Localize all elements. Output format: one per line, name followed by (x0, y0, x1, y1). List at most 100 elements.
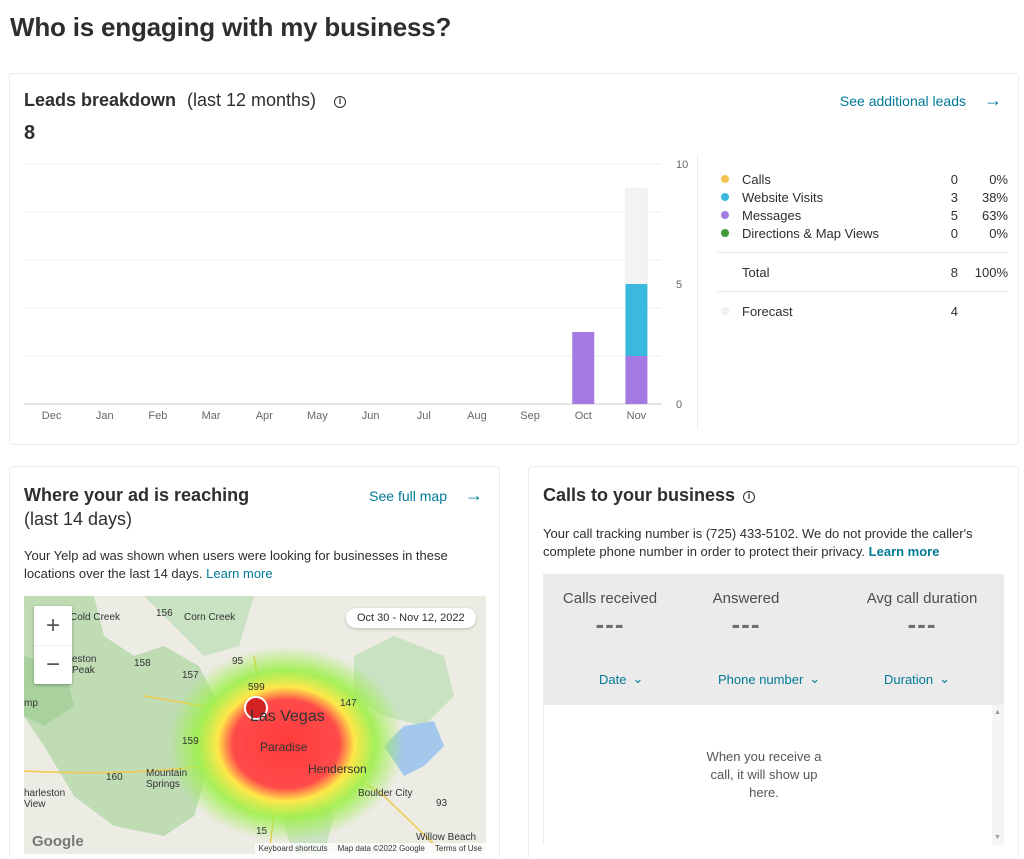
chevron-down-icon: ⌄ (632, 671, 644, 686)
see-additional-leads-link[interactable]: See additional leads → (840, 90, 1002, 111)
legend-count: 0 (950, 225, 958, 241)
map-data-text: Map data ©2022 Google (337, 844, 425, 853)
page-title: Who is engaging with my business? (10, 12, 452, 42)
map-label: 156 (156, 608, 173, 619)
leads-title: Leads breakdown (24, 90, 177, 110)
map-label: 599 (248, 682, 265, 693)
x-tick-label: Sep (520, 410, 540, 422)
map-label: 93 (436, 798, 448, 809)
sort-label: Duration (884, 671, 934, 687)
map-attribution: Keyboard shortcuts Map data ©2022 Google… (254, 843, 486, 854)
zoom-out-button[interactable]: − (34, 645, 72, 684)
y-tick-label: 0 (676, 399, 682, 411)
legend-row-forecast: Forecast 4 (718, 302, 1008, 320)
legend-count: 5 (950, 207, 958, 223)
forecast-bar[interactable] (624, 187, 648, 285)
info-icon[interactable]: i (334, 96, 346, 108)
see-additional-leads-label: See additional leads (839, 92, 966, 109)
calls-stats-panel: Calls received --- Answered --- Avg call… (543, 574, 1004, 705)
legend-row-directions: Directions & Map Views 0 0% (718, 224, 1008, 242)
scrollbar[interactable]: ▲ ▼ (992, 705, 1004, 845)
legend-divider-line (697, 154, 698, 430)
map-label: Corn Creek (184, 612, 236, 623)
sort-by-phone-number-button[interactable]: Phone number ⌄ (718, 671, 820, 687)
stat-value: --- (907, 609, 937, 639)
legend-label: Directions & Map Views (742, 225, 880, 241)
bar-messages[interactable] (572, 332, 595, 404)
x-tick-label: Dec (42, 410, 62, 422)
terms-of-use-link[interactable]: Terms of Use (434, 844, 482, 853)
legend-label: Forecast (742, 303, 793, 319)
reach-subtitle: (last 14 days) (24, 509, 133, 529)
learn-more-link[interactable]: Learn more (206, 566, 273, 581)
legend-row-calls: Calls 0 0% (718, 170, 1008, 188)
legend-count: 8 (950, 264, 958, 280)
leads-breakdown-card: Leads breakdown (last 12 months) i See a… (9, 73, 1019, 445)
x-tick-label: Jul (417, 410, 431, 422)
reach-description-text: Your Yelp ad was shown when users were l… (24, 548, 448, 581)
scroll-down-icon[interactable]: ▼ (994, 834, 1001, 841)
legend-label: Website Visits (742, 189, 824, 205)
stat-value: --- (731, 609, 761, 639)
legend-label: Total (742, 264, 770, 280)
map-label: Boulder City (358, 788, 413, 799)
calls-description: Your call tracking number is (725) 433-5… (543, 525, 983, 561)
stat-avg-call-duration: Avg call duration --- (847, 590, 997, 640)
info-icon[interactable]: i (743, 491, 755, 503)
map-label: 95 (232, 656, 244, 667)
chevron-down-icon: ⌄ (939, 671, 951, 686)
keyboard-shortcuts-link[interactable]: Keyboard shortcuts (258, 844, 328, 853)
leads-subtitle: (last 12 months) (187, 90, 317, 110)
map-label: Las Vegas (250, 708, 325, 725)
sort-by-date-button[interactable]: Date ⌄ (599, 671, 643, 687)
x-tick-label: Aug (467, 410, 487, 422)
legend-pct: 38% (981, 189, 1008, 205)
stat-label: Calls received (562, 590, 658, 607)
x-tick-label: Oct (575, 410, 592, 422)
scroll-up-icon[interactable]: ▲ (994, 709, 1001, 716)
bar-website-visits[interactable] (625, 284, 648, 356)
learn-more-link[interactable]: Learn more (868, 544, 940, 559)
legend-dot (721, 211, 729, 219)
legend-count: 0 (950, 171, 958, 187)
sort-label: Phone number (718, 671, 804, 687)
stat-value: --- (595, 609, 625, 639)
legend-pct: 63% (981, 207, 1008, 223)
legend-divider (718, 291, 1008, 292)
reach-map[interactable]: Cold Creek Corn Creek eston Peak Las Veg… (24, 596, 486, 854)
map-label: Willow Beach (416, 832, 477, 843)
map-label: 160 (106, 772, 123, 783)
x-tick-label: Mar (202, 410, 221, 422)
legend-row-messages: Messages 5 63% (718, 206, 1008, 224)
sort-by-duration-button[interactable]: Duration ⌄ (884, 671, 950, 687)
arrow-right-icon: → (465, 485, 483, 505)
legend-pct: 0% (989, 225, 1008, 241)
zoom-in-button[interactable]: + (45, 611, 60, 639)
date-range-chip: Oct 30 - Nov 12, 2022 (346, 608, 476, 628)
legend-row-total: Total 8 100% (718, 263, 1008, 281)
calls-card: Calls to your business i Your call track… (528, 466, 1019, 859)
reach-description: Your Yelp ad was shown when users were l… (24, 547, 464, 583)
map-label: Mountain Springs (146, 768, 188, 790)
leads-total: 8 (24, 122, 36, 144)
y-tick-label: 5 (676, 279, 682, 291)
map-label: 147 (340, 698, 357, 709)
map-label: 158 (134, 658, 151, 669)
x-tick-label: Apr (256, 410, 273, 422)
legend-label: Calls (742, 171, 771, 187)
google-logo: Google (32, 833, 84, 850)
legend-dot (721, 175, 729, 183)
empty-calls-message: When you receive a call, it will show up… (706, 749, 822, 800)
legend-count: 4 (950, 303, 958, 319)
calls-list[interactable]: When you receive a call, it will show up… (543, 705, 1004, 845)
stat-answered: Answered --- (671, 590, 821, 640)
map-zoom-control: + − (34, 606, 72, 684)
legend-dot (721, 229, 729, 237)
calls-description-text: Your call tracking number is (725) 433-5… (543, 526, 973, 559)
see-full-map-link[interactable]: See full map → (369, 485, 483, 506)
ad-reach-card: Where your ad is reaching (last 14 days)… (9, 466, 500, 859)
bar-messages[interactable] (625, 356, 648, 404)
legend-pct: 100% (974, 264, 1008, 280)
map-label: mp (24, 698, 38, 709)
legend-dot (721, 307, 729, 315)
